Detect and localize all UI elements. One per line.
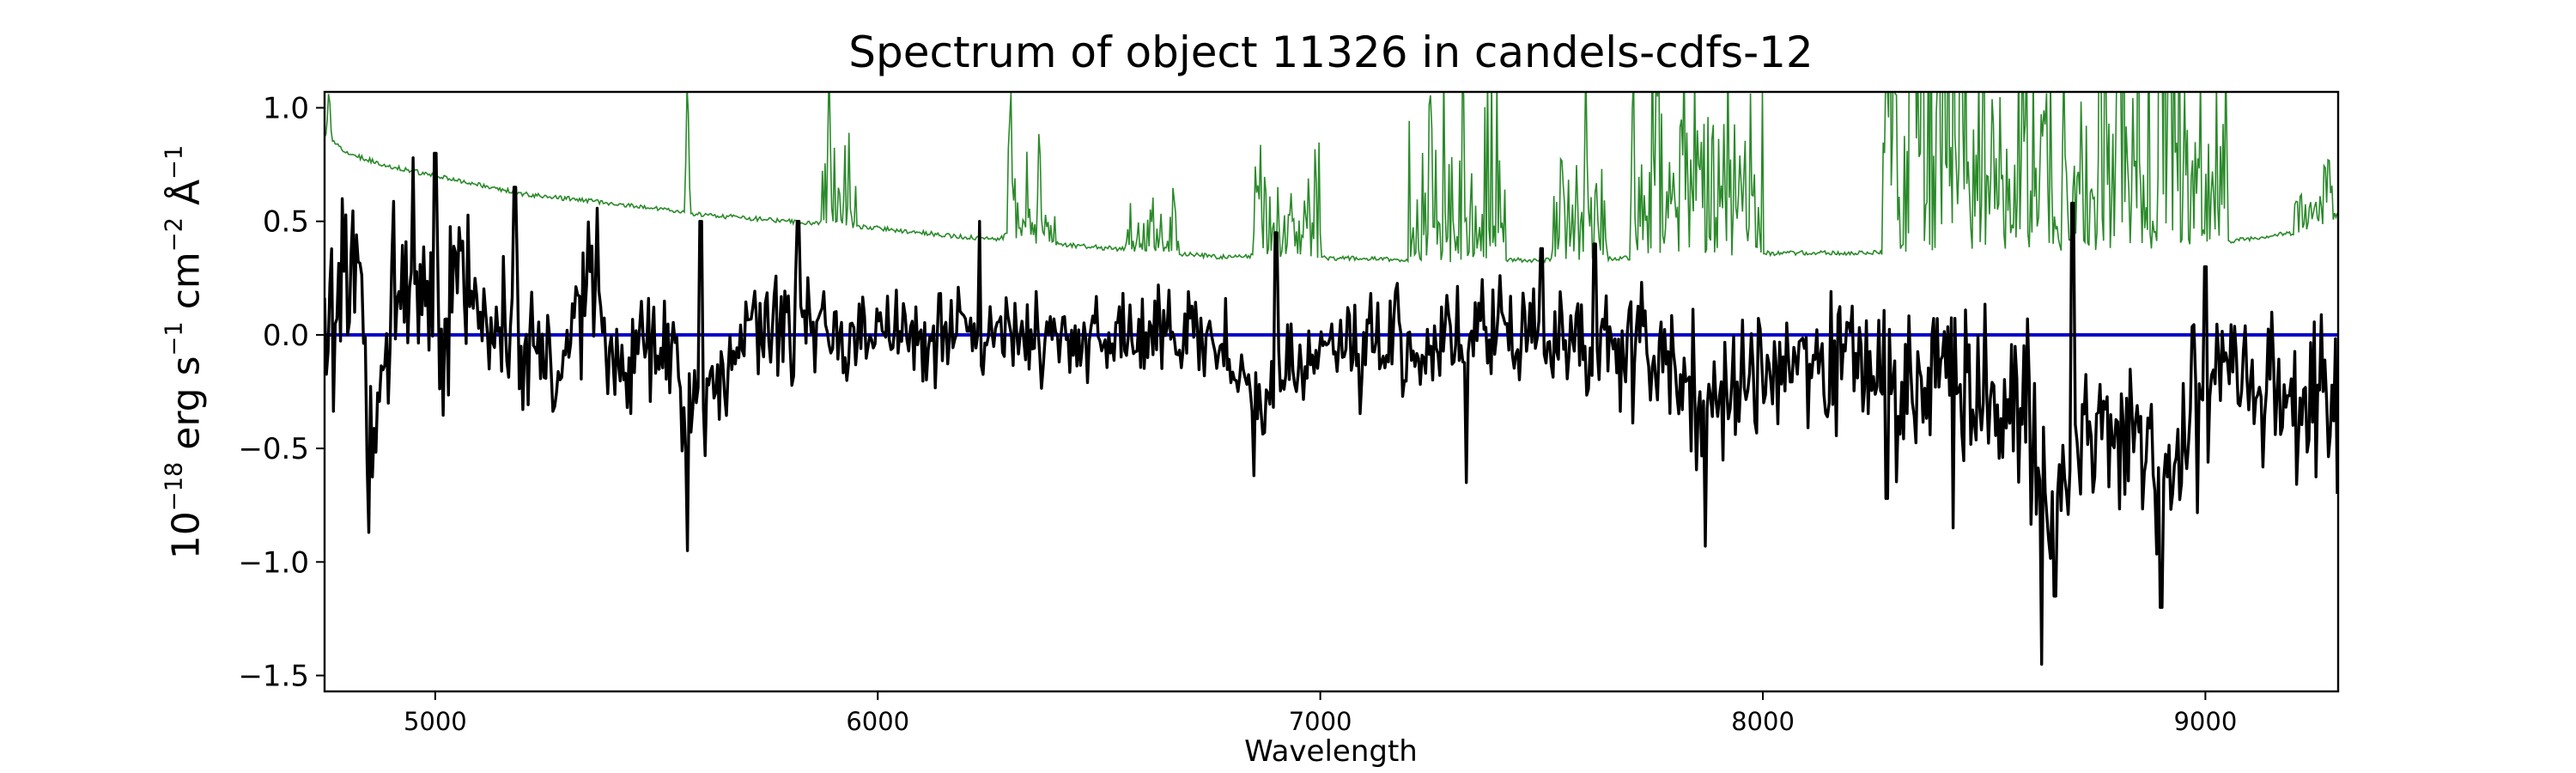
- axes-frame: [323, 90, 2340, 693]
- flux-spectrum-line: [325, 151, 2338, 666]
- y-tick-label: 0.5: [263, 205, 309, 240]
- y-tick-label: −0.5: [238, 432, 309, 466]
- x-tick-label: 5000: [404, 707, 467, 736]
- y-tick-label: 1.0: [263, 92, 309, 126]
- y-tick-label: −1.0: [238, 545, 309, 580]
- x-tick-label: 7000: [1289, 707, 1352, 736]
- y-tick-label: −1.5: [238, 659, 309, 693]
- chart-title: Spectrum of object 11326 in candels-cdfs…: [848, 27, 1814, 77]
- x-tick-label: 8000: [1731, 707, 1795, 736]
- x-axis-label: Wavelength: [1244, 734, 1418, 769]
- axes-layer: 5000 6000 7000 8000 9000 1.0 0.5 0.0 −0.5 −1.0 −1.…: [238, 90, 2340, 736]
- error-spectrum-line: [325, 92, 2338, 264]
- series-layer: [325, 92, 2338, 666]
- y-tick-label: 0.0: [263, 319, 309, 353]
- x-tick-label: 9000: [2173, 707, 2237, 736]
- x-tick-label: 6000: [846, 707, 909, 736]
